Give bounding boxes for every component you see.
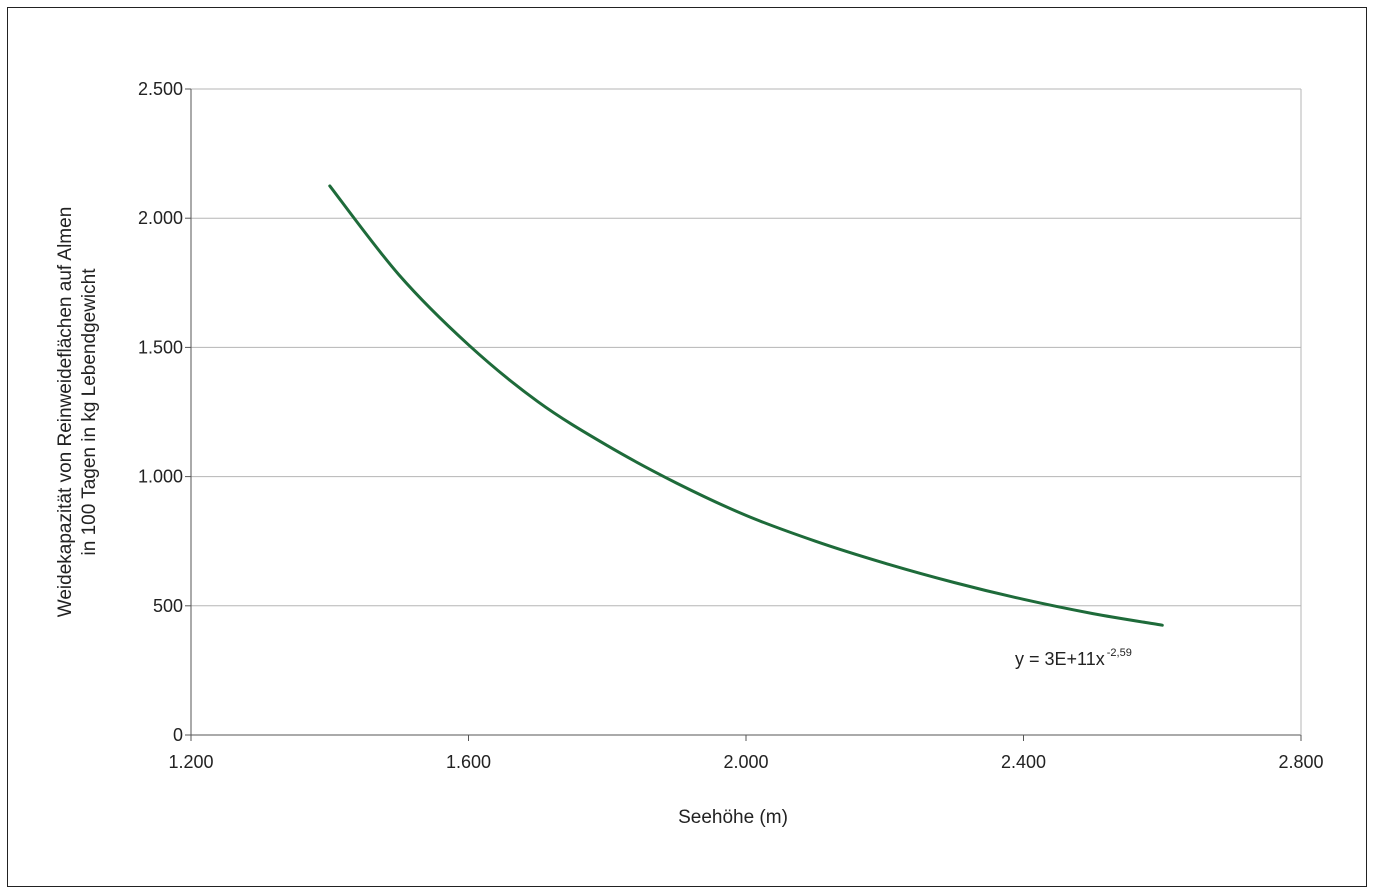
y-tick-label-4: 2.000: [138, 208, 183, 228]
x-tick-labels: 1.200 1.600 2.000 2.400 2.800: [168, 752, 1323, 772]
series-group: [328, 184, 1164, 627]
x-tick-label-0: 1.200: [168, 752, 213, 772]
x-axis-label: Seehöhe (m): [678, 807, 788, 828]
y-tick-label-0: 0: [173, 725, 183, 745]
x-tick-label-2: 2.000: [723, 752, 768, 772]
y-tick-label-5: 2.500: [138, 79, 183, 99]
x-tick-label-1: 1.600: [446, 752, 491, 772]
y-axis-label-line-1: Weidekapazität von Reinweideflächen auf …: [55, 207, 76, 618]
trendline-equation: y = 3E+11x -2,59: [1015, 647, 1132, 669]
equation-main: y = 3E+11x: [1015, 649, 1105, 669]
y-tick-label-3: 1.500: [138, 337, 183, 357]
grid-lines: [191, 88, 1301, 607]
equation-exponent: -2,59: [1107, 647, 1132, 659]
x-tick-label-4: 2.800: [1278, 752, 1323, 772]
y-axis-label-line-2: in 100 Tagen in kg Lebendgewicht: [79, 268, 100, 556]
y-tick-label-1: 500: [153, 596, 183, 616]
y-tick-labels: 0 500 1.000 1.500 2.000 2.500: [138, 79, 183, 745]
series-line-0: [328, 184, 1164, 627]
y-tick-label-2: 1.000: [138, 467, 183, 487]
x-tick-label-3: 2.400: [1001, 752, 1046, 772]
axes: [185, 88, 1302, 741]
